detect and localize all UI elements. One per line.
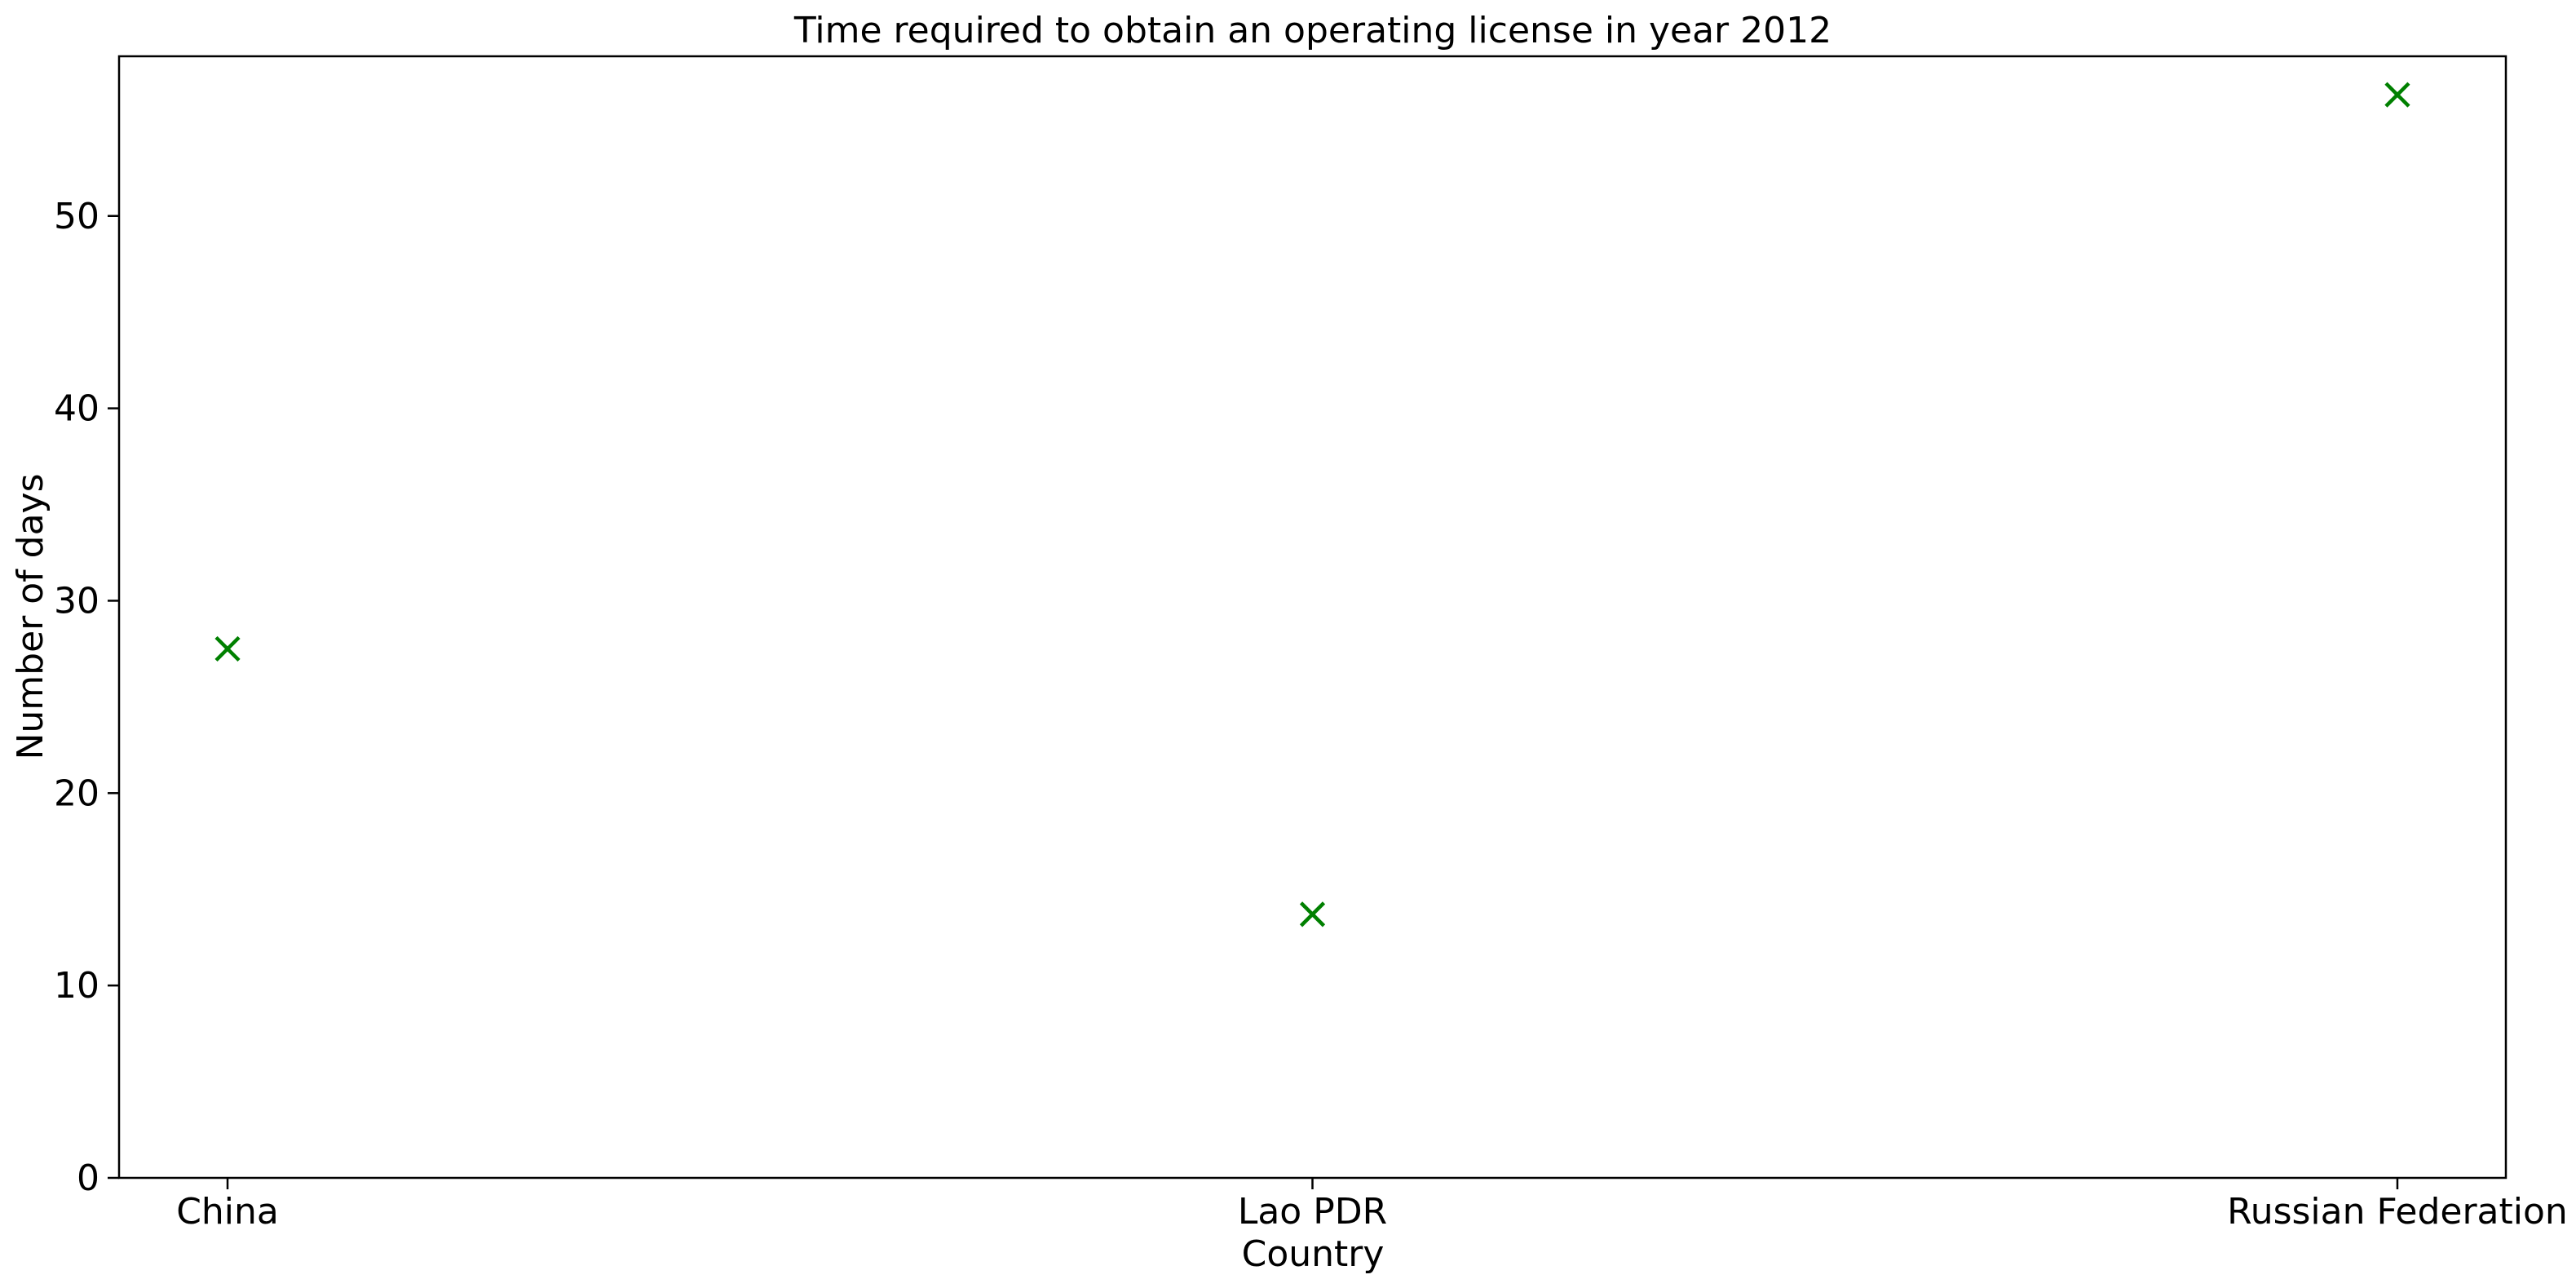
plot-marks (214, 82, 2410, 927)
data-point-marker (2384, 82, 2410, 108)
x-axis: China Lao PDR Russian Federation (176, 1178, 2568, 1233)
y-tick-label: 0 (77, 1157, 99, 1199)
chart-title: Time required to obtain an operating lic… (793, 10, 1831, 51)
y-tick-label: 50 (54, 196, 99, 237)
y-tick-label: 30 (54, 580, 99, 622)
x-tick-label: Russian Federation (2227, 1191, 2568, 1233)
x-axis-label: Country (1242, 1233, 1385, 1275)
y-axis: 0 10 20 30 40 50 (54, 196, 119, 1199)
y-tick-label: 20 (54, 772, 99, 814)
x-tick-label: China (176, 1191, 279, 1233)
x-tick-label: Lao PDR (1238, 1191, 1387, 1233)
data-point-marker (1299, 901, 1326, 927)
y-tick-label: 10 (54, 965, 99, 1007)
y-axis-label: Number of days (10, 474, 51, 760)
data-point-marker (214, 635, 241, 662)
y-tick-label: 40 (54, 388, 99, 430)
